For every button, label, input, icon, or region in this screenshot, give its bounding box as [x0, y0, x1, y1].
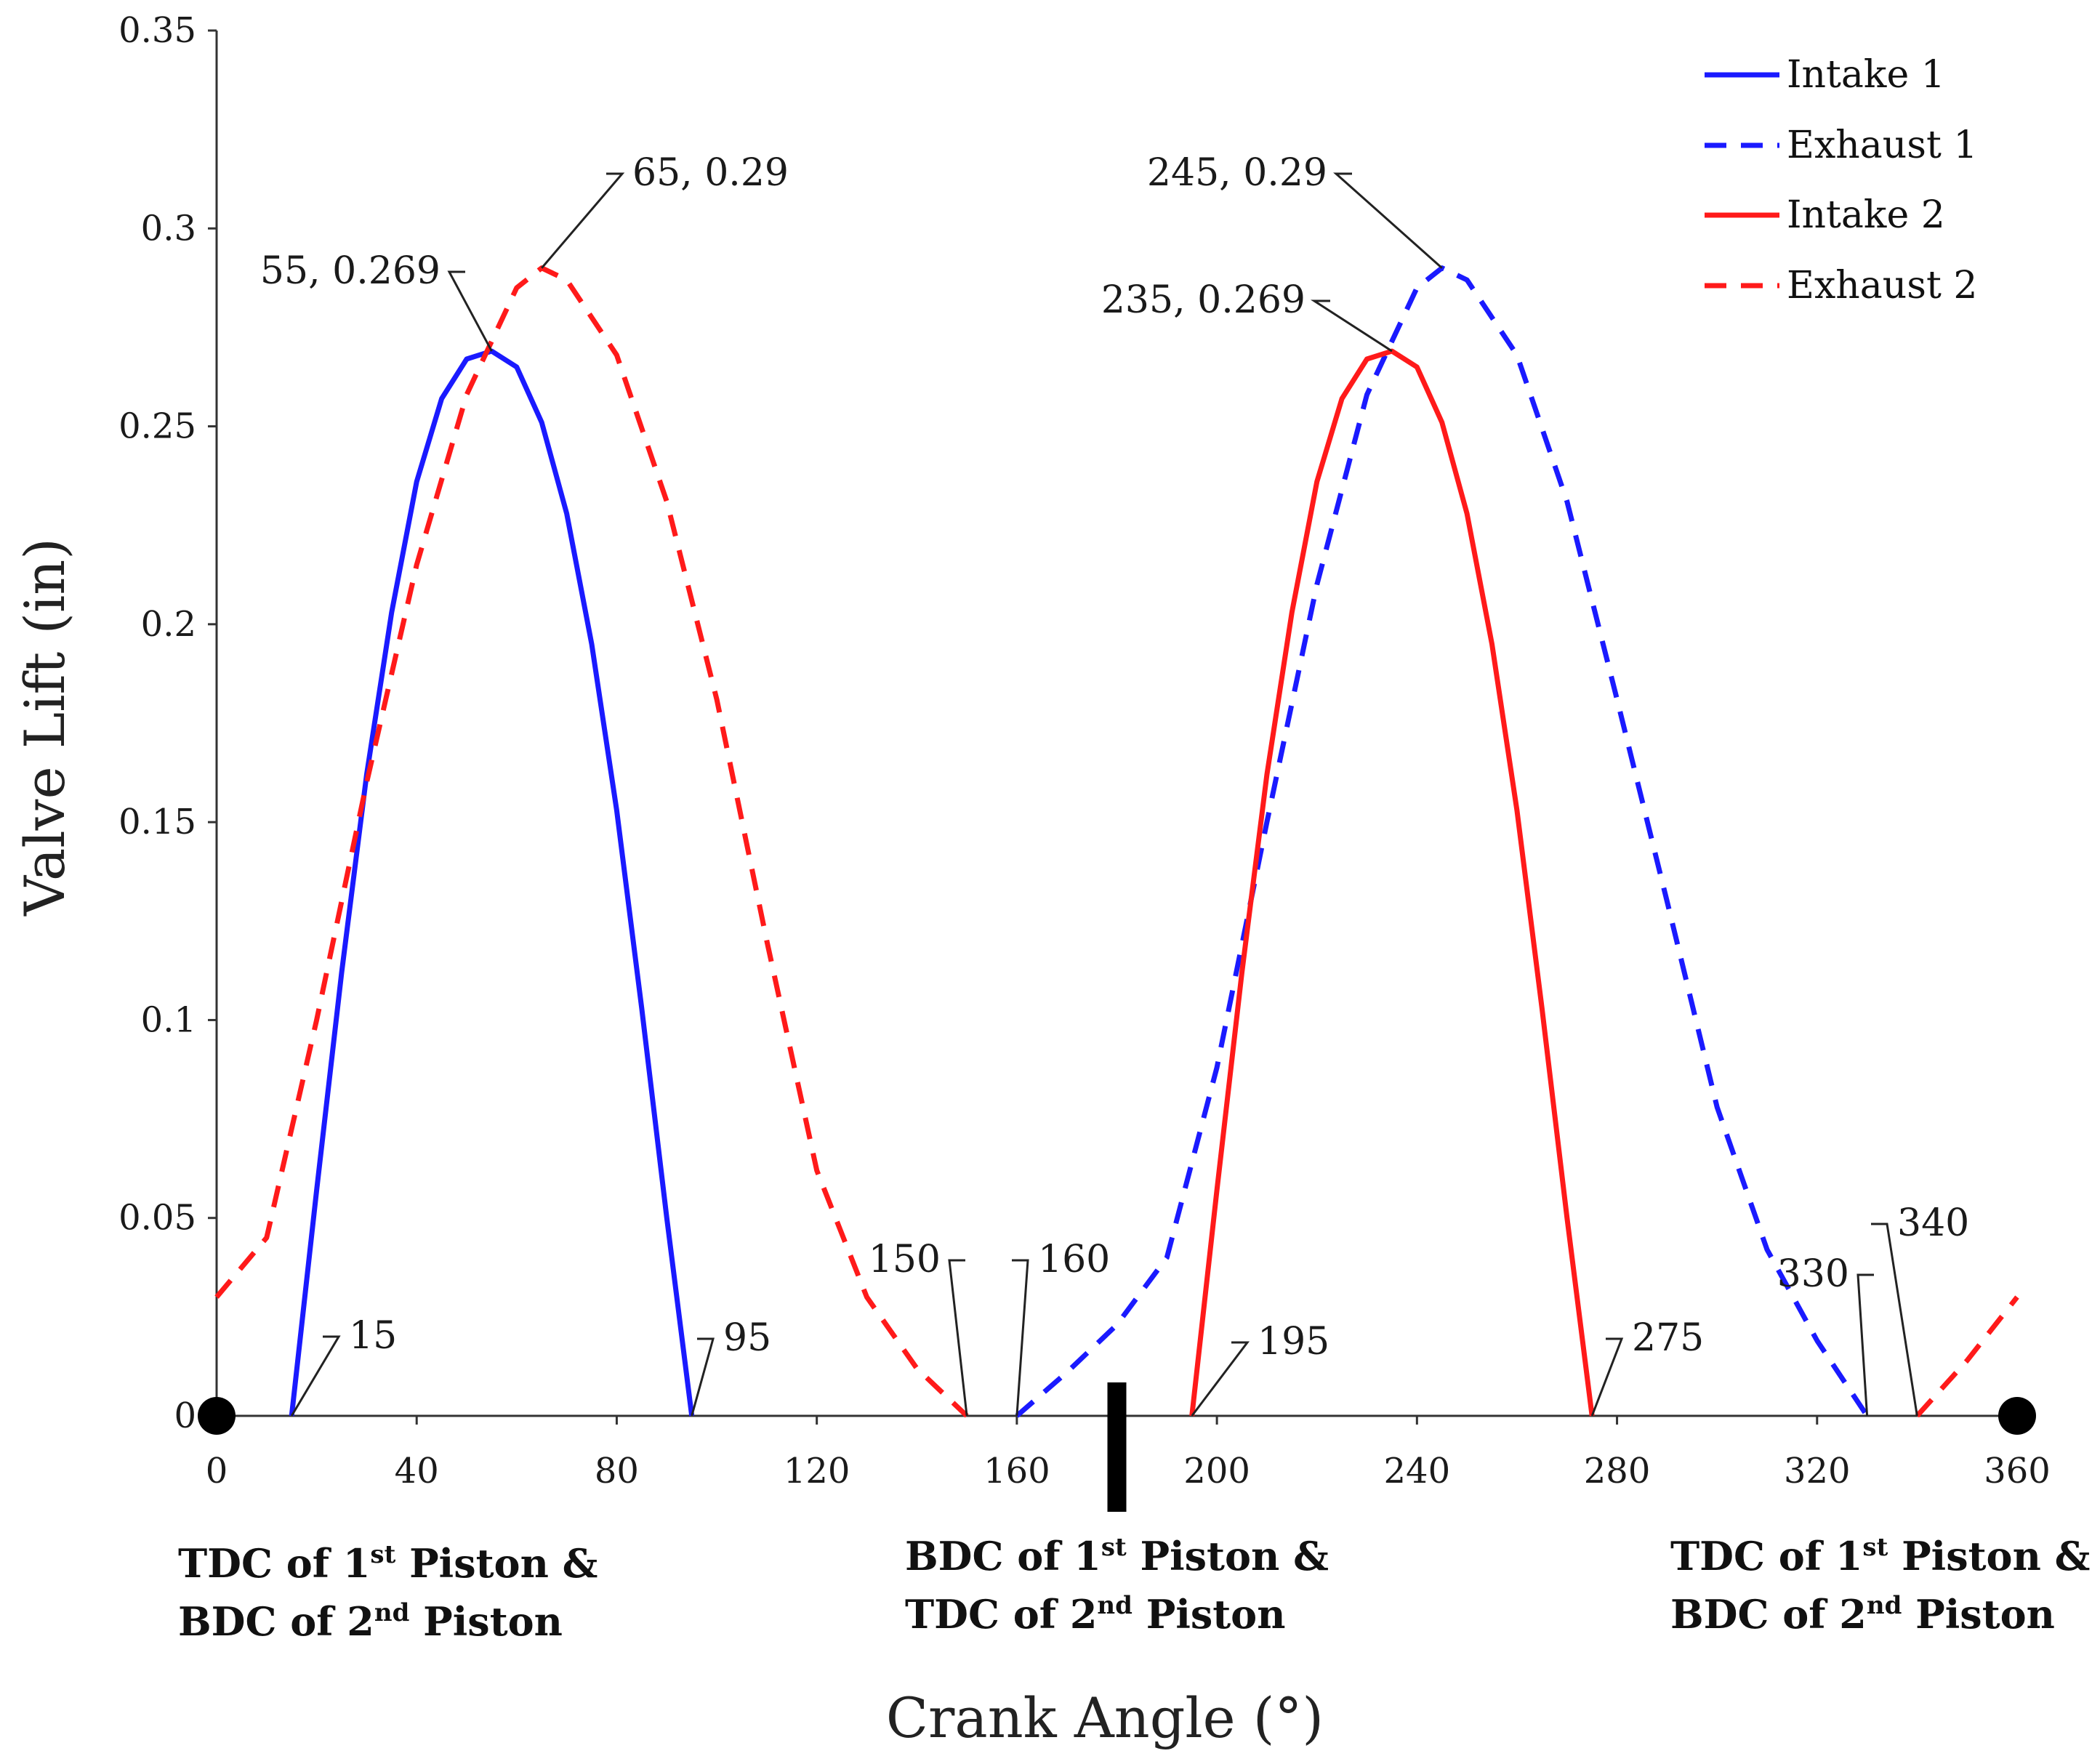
annotation-label: 160 — [1038, 1238, 1110, 1281]
series-line-exhaust-1 — [1015, 265, 1870, 1418]
piston-label-text: Piston — [1133, 1591, 1286, 1638]
x-tick-label: 240 — [1384, 1451, 1451, 1491]
annotation-label: 55, 0.269 — [260, 249, 440, 293]
series-line-exhaust-2-wrap — [1915, 1295, 2019, 1418]
x-tick-label: 280 — [1584, 1451, 1651, 1491]
x-axis-title: Crank Angle (°) — [886, 1686, 1324, 1750]
annotation-label: 150 — [869, 1238, 941, 1281]
x-tick-label: 360 — [1984, 1451, 2051, 1491]
x-tick-label: 0 — [206, 1451, 228, 1491]
chart-legend: Intake 1 Exhaust 1 Intake 2 Exhaust 2 — [1705, 53, 1977, 307]
piston-dead-center-dot — [1998, 1397, 2036, 1435]
piston-label-ordinal: nd — [1097, 1591, 1133, 1620]
annotation-leader — [1012, 1259, 1029, 1417]
annotation-label: 245, 0.29 — [1147, 151, 1327, 195]
piston-label-ordinal: nd — [374, 1598, 410, 1627]
annotation-leader — [1191, 1341, 1250, 1417]
piston-label-text: Piston — [409, 1598, 563, 1645]
piston-label-text: TDC of 2 — [905, 1591, 1097, 1638]
piston-dead-center-dot — [198, 1397, 236, 1435]
annotation-label: 195 — [1258, 1320, 1329, 1364]
series-line-intake-2 — [1189, 348, 1595, 1417]
annotation-label: 65, 0.29 — [632, 151, 789, 195]
piston-label-line: TDC of 1st Piston & — [1670, 1533, 2090, 1579]
annotation-label: 330 — [1777, 1252, 1849, 1296]
piston-position-labels: TDC of 1st Piston &BDC of 2nd PistonBDC … — [178, 1533, 2090, 1645]
piston-label-line: TDC of 2nd Piston — [905, 1591, 1285, 1638]
piston-label-ordinal: st — [370, 1540, 395, 1569]
annotation-label: 15 — [349, 1314, 397, 1358]
annotation-leader — [1310, 299, 1393, 353]
annotation-leader — [1333, 172, 1443, 269]
x-tick-label: 40 — [395, 1451, 439, 1491]
y-axis-title: Valve Lift (in) — [12, 538, 77, 917]
piston-label-text: Piston & — [1127, 1533, 1329, 1579]
piston-label-text: BDC of 2 — [178, 1598, 374, 1645]
series-line-intake-1 — [289, 348, 695, 1417]
annotation-leader — [948, 1259, 968, 1417]
annotation-label: 340 — [1897, 1201, 1969, 1245]
y-tick-label: 0.15 — [118, 802, 196, 842]
piston-label-text: BDC of 2 — [1670, 1591, 1867, 1638]
x-tick-label: 80 — [595, 1451, 639, 1491]
mid-stroke-marker — [1107, 1382, 1127, 1512]
y-tick-label: 0.25 — [118, 406, 196, 447]
chart-series — [198, 265, 2036, 1512]
y-tick-label: 0.2 — [141, 604, 196, 645]
piston-label-line: BDC of 1st Piston & — [905, 1533, 1329, 1579]
y-tick-label: 0 — [174, 1396, 196, 1436]
annotation-label: 95 — [723, 1316, 771, 1360]
piston-label-line: TDC of 1st Piston & — [178, 1540, 598, 1587]
legend-label: Exhaust 1 — [1787, 124, 1977, 167]
annotation-label: 235, 0.269 — [1101, 278, 1306, 322]
legend-label: Exhaust 2 — [1787, 264, 1977, 307]
annotation-leader — [1856, 1273, 1874, 1417]
piston-label-text: BDC of 1 — [905, 1533, 1101, 1579]
legend-label: Intake 1 — [1787, 53, 1945, 97]
x-tick-label: 320 — [1784, 1451, 1851, 1491]
y-tick-label: 0.3 — [141, 208, 196, 249]
piston-label-text: Piston & — [1888, 1533, 2090, 1579]
piston-label-ordinal: st — [1101, 1533, 1127, 1562]
x-tick-label: 160 — [983, 1451, 1050, 1491]
annotation-label: 275 — [1632, 1316, 1704, 1360]
chart-annotations: 55, 0.269 65, 0.29 245, 0.29 235, 0.269 15 95… — [260, 151, 1969, 1417]
annotation-leader — [290, 1335, 341, 1417]
y-tick-label: 0.05 — [118, 1198, 196, 1239]
annotation-leader — [1590, 1337, 1624, 1417]
y-tick-label: 0.35 — [118, 10, 196, 51]
y-tick-label: 0.1 — [141, 999, 196, 1040]
annotation-leader — [1871, 1223, 1918, 1417]
piston-label-text: Piston — [1902, 1591, 2055, 1638]
piston-label-ordinal: nd — [1867, 1591, 1902, 1620]
piston-label-ordinal: st — [1862, 1533, 1888, 1562]
piston-label-text: TDC of 1 — [178, 1540, 370, 1587]
legend-label: Intake 2 — [1787, 193, 1945, 237]
annotation-leader — [447, 270, 493, 352]
x-tick-label: 120 — [784, 1451, 850, 1491]
x-tick-label: 200 — [1183, 1451, 1250, 1491]
piston-label-text: Piston & — [395, 1540, 598, 1587]
piston-label-line: BDC of 2nd Piston — [178, 1598, 563, 1645]
annotation-leader — [541, 172, 625, 269]
piston-label-line: BDC of 2nd Piston — [1670, 1591, 2055, 1638]
annotation-leader — [691, 1337, 715, 1417]
chart-axes: 0 0.05 0.1 0.15 0.2 0.25 0.3 0.35 0 40 80 120 160 200… — [12, 10, 2051, 1750]
series-line-exhaust-2 — [214, 265, 969, 1418]
piston-label-text: TDC of 1 — [1670, 1533, 1862, 1579]
